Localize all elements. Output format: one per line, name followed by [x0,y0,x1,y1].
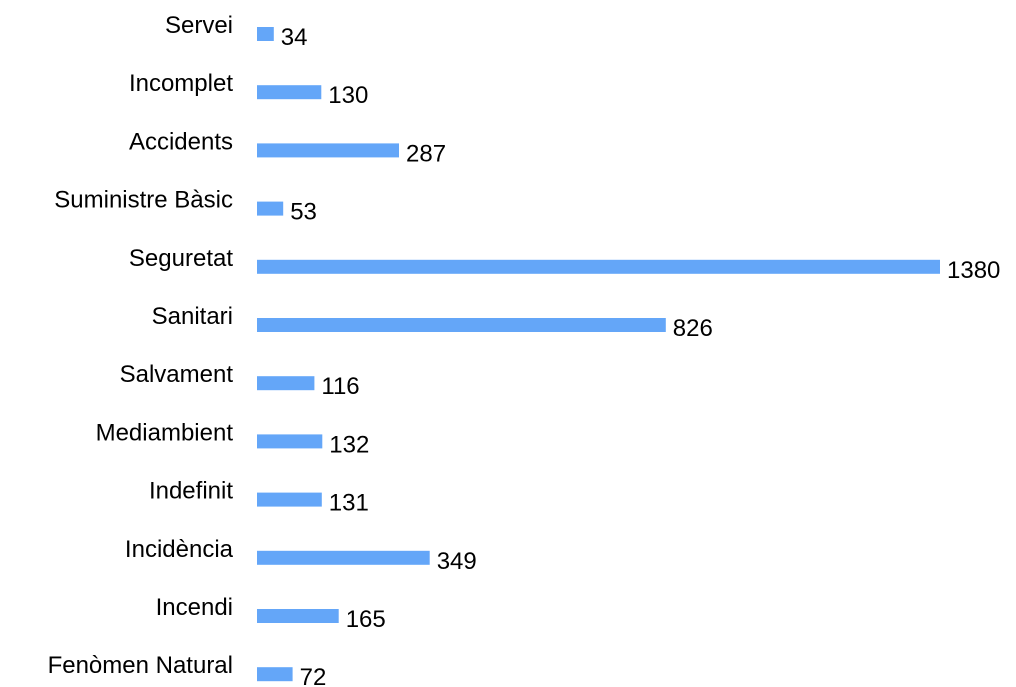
category-label: Suministre Bàsic [54,187,233,214]
category-label: Incendi [156,594,233,621]
category-label: Fenòmen Natural [48,652,233,679]
value-label: 349 [437,548,477,575]
category-label: Accidents [129,128,233,155]
bar [257,434,323,449]
category-label: Incidència [125,536,234,563]
category-label: Sanitari [152,303,233,330]
value-label: 72 [300,664,327,687]
bar [257,550,430,565]
value-label: 165 [346,606,386,633]
value-label: 1380 [947,257,1000,284]
category-label: Indefinit [149,478,233,505]
bar [257,318,666,332]
value-label: 287 [406,140,446,167]
bar [257,492,322,507]
bar [257,259,940,274]
value-label: 131 [329,490,369,517]
bar [257,201,284,216]
value-label: 132 [329,431,369,458]
bar [257,609,339,623]
value-label: 53 [290,199,317,226]
category-label: Incomplet [129,70,233,97]
value-label: 116 [321,373,359,400]
value-label: 130 [328,82,368,109]
category-label: Seguretat [129,245,233,272]
value-labels: 34 130 287 53 1380 826 116 132 131 349 165 72 [281,24,1001,687]
category-label: Salvament [120,361,234,388]
value-label: 34 [281,24,308,51]
bar [257,27,274,41]
category-label: Servei [165,12,233,39]
category-labels: Servei Incomplet Accidents Suministre Bàsic… [48,12,234,679]
bar [257,376,315,391]
category-label: Mediambient [96,419,234,446]
value-label: 826 [673,315,713,342]
bar [257,667,293,682]
bar [257,143,399,158]
bars [257,27,940,682]
bar [257,85,322,100]
